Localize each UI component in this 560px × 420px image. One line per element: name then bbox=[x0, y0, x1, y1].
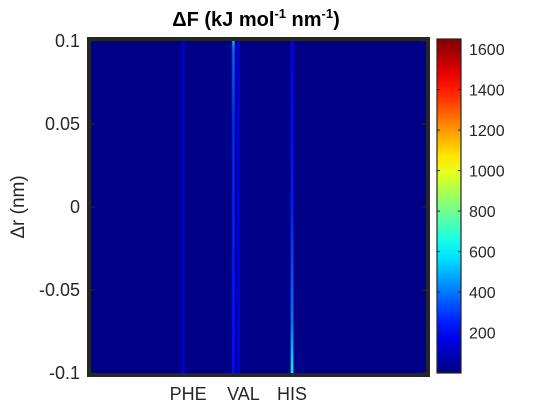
y-axis-label: Δr (nm) bbox=[8, 175, 29, 238]
title-part1: (kJ mol bbox=[199, 9, 275, 31]
colorbar: 200 400 600 800 1000 1200 1400 1600 bbox=[436, 38, 505, 374]
x-tick-label: HIS bbox=[277, 384, 307, 404]
y-tick-label: -0.05 bbox=[39, 280, 80, 300]
title-sup1: -1 bbox=[274, 6, 286, 21]
y-tick-label: -0.1 bbox=[49, 363, 80, 383]
colorbar-gradient bbox=[436, 38, 462, 374]
title-symbol: ΔF bbox=[172, 9, 199, 31]
plot-frame bbox=[87, 37, 430, 377]
chart-title: ΔF (kJ mol-1 nm-1) bbox=[172, 6, 340, 31]
colorbar-tick-label: 200 bbox=[469, 326, 496, 343]
colorbar-tick-label: 1600 bbox=[469, 42, 505, 59]
y-ticks: 0.1 0.05 0 -0.05 -0.1 bbox=[39, 31, 426, 383]
colorbar-tick-label: 1200 bbox=[469, 123, 505, 140]
plot-area: 0.1 0.05 0 -0.05 -0.1 PHE VAL HIS bbox=[39, 31, 430, 404]
title-part2: nm bbox=[286, 9, 322, 31]
heatmap-streak-core bbox=[182, 41, 184, 373]
heatmap-streaks bbox=[181, 41, 294, 373]
heatmap-background bbox=[91, 41, 426, 373]
y-tick-label: 0.05 bbox=[45, 114, 80, 134]
title-part3: ) bbox=[333, 9, 340, 31]
heatmap-streak-core bbox=[232, 41, 235, 373]
colorbar-tick-label: 600 bbox=[469, 245, 496, 262]
x-tick-label: VAL bbox=[227, 384, 260, 404]
colorbar-ticks: 200 400 600 800 1000 1200 1400 1600 bbox=[437, 42, 505, 343]
y-tick-label: 0 bbox=[70, 197, 80, 217]
colorbar-tick-label: 400 bbox=[469, 285, 496, 302]
heatmap-streak-core bbox=[237, 41, 240, 373]
y-tick-label: 0.1 bbox=[55, 31, 80, 51]
colorbar-tick-label: 800 bbox=[469, 204, 496, 221]
heatmap-streak-core bbox=[291, 41, 293, 373]
x-tick-label: PHE bbox=[170, 384, 207, 404]
title-sup2: -1 bbox=[322, 6, 334, 21]
x-ticks: PHE VAL HIS bbox=[170, 384, 307, 404]
colorbar-tick-label: 1000 bbox=[469, 164, 505, 181]
colorbar-tick-label: 1400 bbox=[469, 83, 505, 100]
